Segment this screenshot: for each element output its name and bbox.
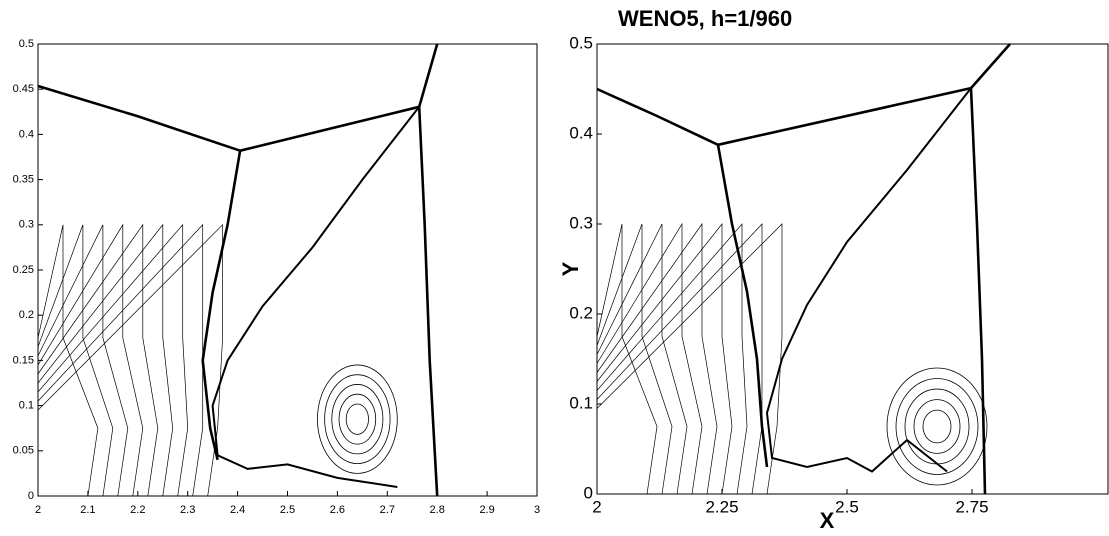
y-tick-label: 0 — [584, 483, 593, 502]
y-tick-label: 0.4 — [569, 123, 593, 142]
chart-title: WENO5, h=1/960 — [618, 6, 792, 31]
y-tick-label: 0.45 — [13, 83, 34, 95]
slip-line — [211, 106, 420, 488]
x-tick-label: 2.5 — [835, 497, 859, 516]
x-tick-label: 2 — [592, 497, 601, 516]
vortex-contour — [324, 374, 391, 465]
y-tick-label: 0.1 — [19, 400, 34, 412]
contour-line — [596, 222, 718, 495]
x-tick-label: 2.2 — [130, 504, 145, 516]
shock-line — [417, 106, 439, 497]
vortex-contour — [345, 403, 369, 435]
vortex-contour — [913, 399, 961, 454]
y-tick-label: 0.4 — [19, 128, 34, 140]
contour-line — [596, 223, 673, 495]
contour-line — [596, 222, 733, 495]
contour-line — [37, 223, 144, 497]
x-tick-label: 3 — [534, 504, 540, 516]
vortex-contour — [317, 364, 398, 474]
y-tick-label: 0.15 — [13, 354, 34, 366]
slip-line — [765, 87, 972, 473]
x-tick-label: 2.7 — [380, 504, 395, 516]
vortex-contour — [331, 384, 384, 455]
shock-line — [201, 150, 242, 461]
chart: 2 2.25 2.5 2.75 0 0.1 0.2 0.3 0.4 0.5 WENO5, h=1/9… — [558, 6, 1109, 533]
shock-line — [596, 87, 719, 146]
y-tick-label: 0.25 — [13, 264, 34, 276]
contour-line — [596, 223, 688, 495]
contour-line — [596, 223, 658, 495]
y-tick-label: 0.3 — [569, 213, 593, 232]
vortex-contour — [922, 409, 952, 444]
shock-line — [239, 105, 420, 152]
y-axis-label: Y — [558, 261, 583, 276]
x-tick-label: 2.8 — [430, 504, 445, 516]
contour-line — [37, 224, 114, 497]
y-tick-label: 0.2 — [19, 309, 34, 321]
shock-line — [417, 43, 439, 108]
x-tick-label: 2 — [35, 504, 41, 516]
shock-line — [37, 84, 241, 152]
chart: 2 2.1 2.2 2.3 2.4 2.5 2.6 2.7 2.8 2.9 3 0 0.05 0.1 0.1… — [13, 38, 540, 516]
x-tick-label: 2.1 — [80, 504, 95, 516]
x-tick-label: 2.4 — [230, 504, 245, 516]
contour-line — [37, 223, 204, 497]
y-tick-label: 0.2 — [569, 303, 593, 322]
contour-line — [596, 223, 763, 495]
y-tick-label: 0.3 — [19, 219, 34, 231]
vortex-contour — [904, 388, 970, 465]
y-tick-label: 0.5 — [569, 33, 593, 52]
shock-line — [970, 43, 1011, 89]
x-axis-label: X — [820, 508, 835, 533]
x-tick-label: 2.9 — [479, 504, 494, 516]
contour-line — [37, 223, 174, 497]
y-tick-label: 0.1 — [569, 393, 593, 412]
contour-line — [596, 223, 783, 495]
x-tick-label: 2.6 — [330, 504, 345, 516]
shock-line — [969, 88, 987, 495]
x-tick-label: 2.75 — [955, 497, 988, 516]
plot-frame — [596, 43, 1109, 495]
contour-line — [596, 223, 748, 495]
contour-line — [37, 223, 189, 497]
contour-line — [37, 223, 159, 497]
x-tick-label: 2.25 — [705, 497, 738, 516]
y-tick-label: 0.35 — [13, 174, 34, 186]
y-tick-label: 0 — [28, 490, 34, 502]
shock-line — [717, 86, 972, 147]
x-tick-label: 2.5 — [280, 504, 295, 516]
contour-line — [37, 224, 129, 497]
contour-line — [596, 222, 703, 495]
vortex-contour — [895, 378, 979, 475]
vortex-contour — [338, 393, 377, 445]
y-tick-label: 0.5 — [19, 38, 34, 50]
x-tick-label: 2.3 — [180, 504, 195, 516]
shock-line — [716, 144, 769, 468]
vortex-contour — [886, 367, 988, 486]
y-tick-label: 0.05 — [13, 445, 34, 457]
